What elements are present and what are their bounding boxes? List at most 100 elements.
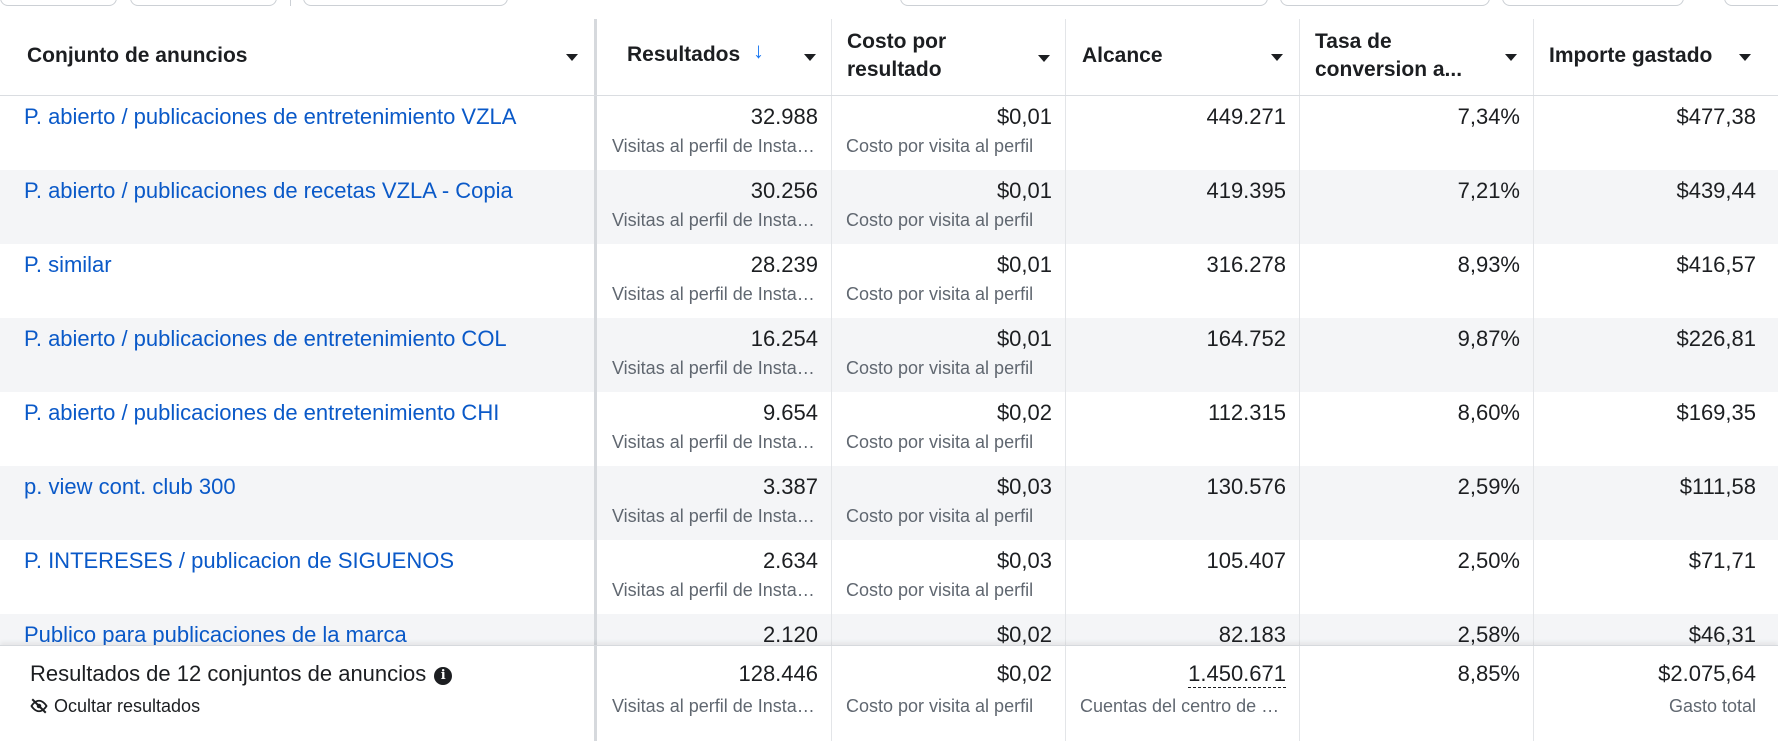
column-header-label: Conjunto de anuncios [27,44,248,67]
column-header-results[interactable]: Resultados ↓ [597,19,832,95]
column-header-spent[interactable]: Importe gastado [1534,19,1778,95]
column-header-cost[interactable]: Costo por resultado [832,19,1066,95]
toolbar-divider [290,0,291,6]
spent-value: $169,35 [1676,400,1756,425]
results-type: Visitas al perfil de Instagram [612,136,818,156]
results-summary: Resultados de 12 conjuntos de anuncios i … [0,645,1778,741]
adset-cell: p. view cont. club 300 [0,466,597,540]
spent-cell: $46,31 [1534,614,1778,688]
summary-title: Resultados de 12 conjuntos de anuncios i [30,661,453,687]
reach-value: 449.271 [1206,104,1286,129]
conversion-value: 7,21% [1457,178,1520,203]
conversion-value: 2,58% [1457,622,1520,647]
summary-results-type: Visitas al perfil de Instagram [612,696,818,716]
results-cell: 2.634 Visitas al perfil de Instagram [597,540,832,614]
summary-reach-value[interactable]: 1.450.671 [1188,661,1286,688]
table-row[interactable]: p. view cont. club 300 3.387 Visitas al … [0,466,1778,540]
adset-cell: P. abierto / publicaciones de entretenim… [0,318,597,392]
toolbar-button[interactable] [1502,0,1684,6]
reach-cell: 449.271 [1066,96,1300,170]
conversion-cell: 9,87% [1300,318,1534,392]
sort-descending-icon[interactable]: ↓ [753,38,764,63]
spent-value: $71,71 [1688,548,1756,573]
summary-results-cell: 128.446 Visitas al perfil de Instagram [597,646,832,741]
spent-cell: $477,38 [1534,96,1778,170]
column-header-conversion[interactable]: Tasa de conversion a... [1300,19,1534,95]
adset-name-link[interactable]: P. abierto / publicaciones de entretenim… [24,400,500,425]
reach-value: 419.395 [1206,178,1286,203]
cost-type: Costo por visita al perfil [846,506,1034,526]
reach-cell: 130.576 [1066,466,1300,540]
spent-cell: $226,81 [1534,318,1778,392]
summary-conversion-cell: 8,85% [1300,646,1534,741]
spent-value: $477,38 [1676,104,1756,129]
cost-type: Costo por visita al perfil [846,432,1034,452]
summary-cost-value: $0,02 [996,661,1052,686]
conversion-cell: 8,93% [1300,244,1534,318]
cost-type: Costo por visita al perfil [846,284,1034,304]
chevron-down-icon[interactable] [1038,55,1050,62]
chevron-down-icon[interactable] [566,54,578,61]
cost-cell: $0,01 Costo por visita al perfil [832,96,1066,170]
adset-name-link[interactable]: p. view cont. club 300 [24,474,236,499]
results-value: 2.634 [762,548,818,573]
results-cell: 28.239 Visitas al perfil de Instagram [597,244,832,318]
toolbar-button[interactable] [130,0,277,6]
table-header: Conjunto de anuncios Resultados ↓ Costo … [0,19,1778,96]
cost-type: Costo por visita al perfil [846,210,1034,230]
cost-value: $0,02 [996,622,1052,647]
adset-name-link[interactable]: Publico para publicaciones de la marca [24,622,407,647]
table-row[interactable]: P. similar 28.239 Visitas al perfil de I… [0,244,1778,318]
toolbar-button[interactable] [1280,0,1490,6]
results-value: 32.988 [750,104,818,129]
toolbar-button[interactable] [900,0,1268,6]
reach-cell: 419.395 [1066,170,1300,244]
cost-type: Costo por visita al perfil [846,136,1034,156]
toolbar-button[interactable] [1724,0,1778,6]
spent-value: $226,81 [1676,326,1756,351]
table-row[interactable]: P. abierto / publicaciones de entretenim… [0,392,1778,466]
toolbar-button[interactable] [303,0,508,6]
results-value: 9.654 [762,400,818,425]
table-row[interactable]: P. abierto / publicaciones de entretenim… [0,318,1778,392]
results-cell: 3.387 Visitas al perfil de Instagram [597,466,832,540]
conversion-value: 9,87% [1457,326,1520,351]
column-header-adset[interactable]: Conjunto de anuncios [0,19,597,95]
spent-value: $439,44 [1676,178,1756,203]
column-header-label: Importe gastado [1549,44,1713,67]
chevron-down-icon[interactable] [804,54,816,61]
table-row[interactable]: P. abierto / publicaciones de recetas VZ… [0,170,1778,244]
results-cell: 16.254 Visitas al perfil de Instagram [597,318,832,392]
column-header-reach[interactable]: Alcance [1066,19,1300,95]
hide-results-button[interactable]: Ocultar resultados [30,696,200,717]
info-icon[interactable]: i [434,667,453,685]
cost-value: $0,01 [996,104,1052,129]
cost-value: $0,03 [996,474,1052,499]
table-row[interactable]: P. abierto / publicaciones de entretenim… [0,96,1778,170]
adset-name-link[interactable]: P. INTERESES / publicacion de SIGUENOS [24,548,454,573]
conversion-cell: 7,34% [1300,96,1534,170]
adset-name-link[interactable]: P. abierto / publicaciones de entretenim… [24,104,517,129]
adset-cell: P. similar [0,244,597,318]
adset-name-link[interactable]: P. abierto / publicaciones de recetas VZ… [24,178,513,203]
results-value: 30.256 [750,178,818,203]
chevron-down-icon[interactable] [1505,54,1517,61]
chevron-down-icon[interactable] [1271,54,1283,61]
summary-reach-type: Cuentas del centro de cuentas [1080,696,1286,716]
adset-name-link[interactable]: P. abierto / publicaciones de entretenim… [24,326,507,351]
reach-value: 82.183 [1218,622,1286,647]
conversion-cell: 2,59% [1300,466,1534,540]
conversion-value: 8,60% [1457,400,1520,425]
chevron-down-icon[interactable] [1739,54,1751,61]
results-value: 16.254 [750,326,818,351]
results-cell: 9.654 Visitas al perfil de Instagram [597,392,832,466]
summary-conversion-value: 8,85% [1457,661,1520,686]
results-type: Visitas al perfil de Instagram [612,432,818,452]
table-row[interactable]: P. INTERESES / publicacion de SIGUENOS 2… [0,540,1778,614]
adset-name-link[interactable]: P. similar [24,252,112,277]
results-type: Visitas al perfil de Instagram [612,506,818,526]
column-header-label: Tasa de [1315,30,1392,53]
spent-value: $416,57 [1676,252,1756,277]
column-header-label: Costo por [847,30,947,53]
toolbar-button[interactable] [0,0,117,6]
